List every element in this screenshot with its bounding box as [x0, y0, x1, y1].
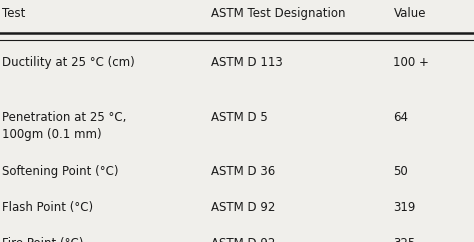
Text: ASTM D 5: ASTM D 5: [211, 111, 268, 124]
Text: Value: Value: [393, 7, 426, 20]
Text: 319: 319: [393, 201, 416, 214]
Text: ASTM D 92: ASTM D 92: [211, 201, 275, 214]
Text: Test: Test: [2, 7, 26, 20]
Text: ASTM D 36: ASTM D 36: [211, 165, 275, 178]
Text: ASTM Test Designation: ASTM Test Designation: [211, 7, 346, 20]
Text: 325: 325: [393, 237, 416, 242]
Text: 50: 50: [393, 165, 408, 178]
Text: 100 +: 100 +: [393, 56, 429, 69]
Text: Penetration at 25 °C,
100gm (0.1 mm): Penetration at 25 °C, 100gm (0.1 mm): [2, 111, 127, 141]
Text: Flash Point (°C): Flash Point (°C): [2, 201, 93, 214]
Text: ASTM D 113: ASTM D 113: [211, 56, 283, 69]
Text: Softening Point (°C): Softening Point (°C): [2, 165, 119, 178]
Text: ASTM D 92: ASTM D 92: [211, 237, 275, 242]
Text: Fire Point (°C): Fire Point (°C): [2, 237, 84, 242]
Text: Ductility at 25 °C (cm): Ductility at 25 °C (cm): [2, 56, 135, 69]
Text: 64: 64: [393, 111, 409, 124]
